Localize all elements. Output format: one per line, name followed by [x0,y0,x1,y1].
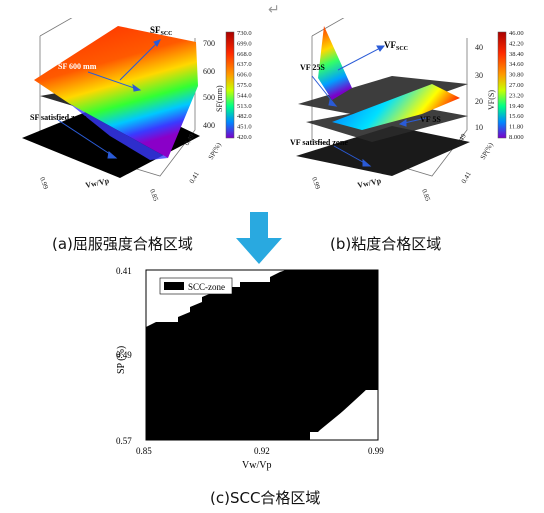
panel-a-label-zone: SF satisfied zone [30,113,87,122]
panel-b-colorbar-labels: 46.00 42.20 38.40 34.60 30.80 27.00 23.20 19.40… [509,30,524,141]
panel-b-colorbar-label: 42.20 [509,40,524,47]
panel-b-label-scc: VFSCC [384,40,408,52]
panel-b-surface-low [332,84,460,130]
caption-a: (a)屈服强度合格区域 [52,235,193,253]
panel-c-xtick-099: 0.99 [368,446,384,456]
panel-b-ytick-041: 0.41 [460,170,473,185]
panel-a-zlabel: SF(mm) [215,85,224,112]
panel-c-legend-label: SCC-zone [188,282,225,292]
panel-a-ztick-500: 500 [203,93,215,102]
panel-a-ztick-700: 700 [203,39,215,48]
panel-b-ztick-40: 40 [475,43,483,52]
panel-a-label-600: SF 600 mm [58,62,97,71]
panel-b-colorbar-label: 30.80 [509,72,524,79]
panel-b-ztick-30: 30 [475,71,483,80]
panel-a-ylabel: SP(%) [207,141,223,161]
panel-a-ytick-041: 0.41 [188,170,201,185]
panel-a-colorbar-label: 451.0 [237,124,252,131]
panel-a-colorbar-label: 730.0 [237,30,252,37]
panel-a-colorbar-label: 668.0 [237,51,252,58]
panel-c-ytick-057: 0.57 [116,436,132,446]
panel-a-xtick-085: 0.85 [148,188,160,203]
panel-b-colorbar-label: 8.000 [509,134,524,141]
panel-c-plot: SCC-zone 0.41 0.49 0.57 0.85 0.92 0.99 V… [116,266,384,471]
panel-b-colorbar-label: 15.60 [509,113,524,120]
panel-a-colorbar [225,31,235,139]
panel-a-colorbar-label: 420.0 [237,134,252,141]
panel-c-ytick-049: 0.49 [116,350,132,360]
panel-c-region [146,270,378,440]
panel-b-colorbar-label: 19.40 [509,103,524,110]
panel-b-plot: 40 30 20 10 VF(S) 0.49 0.41 SP(%) 0.99 0… [290,18,524,203]
panel-b-colorbar-label: 38.40 [509,51,524,58]
panel-b-zone [296,126,470,176]
panel-a-colorbar-label: 637.0 [237,61,252,68]
panel-c-ylabel: SP (%) [116,346,127,374]
panel-b-ztick-10: 10 [475,123,483,132]
panel-a-xlabel: Vw/Vp [85,176,111,190]
panel-a-colorbar-labels: 730.0 699.0 668.0 637.0 606.0 575.0 544.0 513.0… [237,30,252,141]
panel-a-colorbar-label: 513.0 [237,103,252,110]
panel-a-colorbar-label: 544.0 [237,92,252,99]
panel-b-surface-high [318,26,352,100]
panel-c-xtick-085: 0.85 [136,446,152,456]
caption-b: (b)粘度合格区域 [330,235,442,253]
panel-b-xlabel: Vw/Vp [357,176,383,190]
panel-b-colorbar-label: 46.00 [509,30,524,37]
panel-a-colorbar-label: 482.0 [237,113,252,120]
panel-a-colorbar-label: 699.0 [237,40,252,47]
panel-b-label-25: VF 25S [300,63,325,72]
panel-b-colorbar-label: 27.00 [509,82,524,89]
panel-a-colorbar-label: 606.0 [237,72,252,79]
panel-c-ytick-041: 0.41 [116,266,132,276]
panel-a-frame [39,18,196,177]
panel-b-xtick-085: 0.85 [420,188,432,203]
panel-a-surface-lower [70,104,168,160]
panel-a-plot: 700 600 500 400 SF(mm) 0.49 0.41 SP(%) 0… [22,18,252,203]
panel-b-ytick-049: 0.49 [455,132,468,147]
down-arrow-icon [236,212,282,264]
caption-c: (c)SCC合格区域 [210,489,321,507]
panel-c-legend-swatch [164,282,184,290]
panel-b-label-5: VF 5S [420,115,441,124]
panel-b-ztick-20: 20 [475,97,483,106]
panel-b-ylabel: SP(%) [479,141,495,161]
panel-b-zlabel: VF(S) [487,90,496,110]
panel-b-label-zone: VF satisfied zone [290,138,348,147]
panel-b-colorbar-label: 34.60 [509,61,524,68]
return-mark: ↵ [268,2,280,18]
panel-a-colorbar-label: 575.0 [237,82,252,89]
panel-a-ztick-600: 600 [203,67,215,76]
panel-a-surface [34,26,198,158]
panel-c-xtick-092: 0.92 [254,446,270,456]
panel-b-colorbar [497,31,507,139]
panel-b-colorbar-label: 11.80 [509,124,523,131]
panel-a-xtick-099: 0.99 [38,176,50,191]
panel-c-xlabel: Vw/Vp [242,460,271,471]
panel-b-xtick-099: 0.99 [310,176,322,191]
panel-a-ztick-400: 400 [203,121,215,130]
panel-b-colorbar-label: 23.20 [509,92,524,99]
panel-a-label-scc: SFSCC [150,25,173,37]
